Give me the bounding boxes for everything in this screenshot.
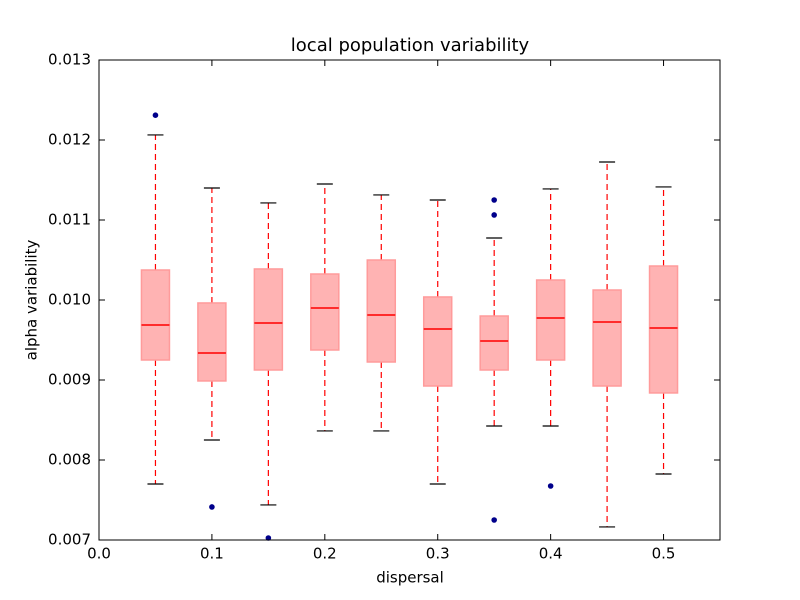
y-tick-label: 0.007 bbox=[48, 531, 91, 549]
box bbox=[310, 273, 340, 351]
box bbox=[197, 302, 227, 382]
y-tick-label: 0.011 bbox=[48, 211, 91, 229]
box bbox=[592, 289, 622, 387]
y-tick-label: 0.012 bbox=[48, 131, 91, 149]
flier bbox=[491, 517, 497, 523]
box bbox=[140, 269, 171, 361]
x-tick-label: 0.1 bbox=[200, 545, 224, 563]
box bbox=[479, 315, 509, 371]
x-axis-label: dispersal bbox=[376, 569, 444, 587]
box bbox=[648, 265, 679, 394]
x-tick-label: 0.2 bbox=[313, 545, 337, 563]
flier bbox=[547, 483, 554, 489]
x-tick-label: 0.0 bbox=[87, 545, 111, 563]
flier bbox=[265, 535, 272, 541]
chart-title: local population variability bbox=[291, 35, 530, 56]
y-axis-label: alpha variability bbox=[23, 240, 41, 361]
x-tick-label: 0.5 bbox=[652, 545, 676, 563]
x-tick-label: 0.4 bbox=[539, 545, 563, 563]
box bbox=[535, 279, 566, 361]
y-tick-label: 0.008 bbox=[48, 451, 91, 469]
flier bbox=[491, 197, 497, 203]
box bbox=[366, 259, 397, 363]
box bbox=[253, 268, 284, 371]
flier bbox=[491, 212, 497, 218]
flier bbox=[209, 504, 215, 510]
y-tick-label: 0.013 bbox=[48, 51, 91, 69]
y-tick-label: 0.009 bbox=[48, 371, 91, 389]
y-tick-label: 0.010 bbox=[48, 291, 91, 309]
box bbox=[422, 296, 453, 387]
x-tick-label: 0.3 bbox=[426, 545, 450, 563]
flier bbox=[152, 112, 159, 118]
